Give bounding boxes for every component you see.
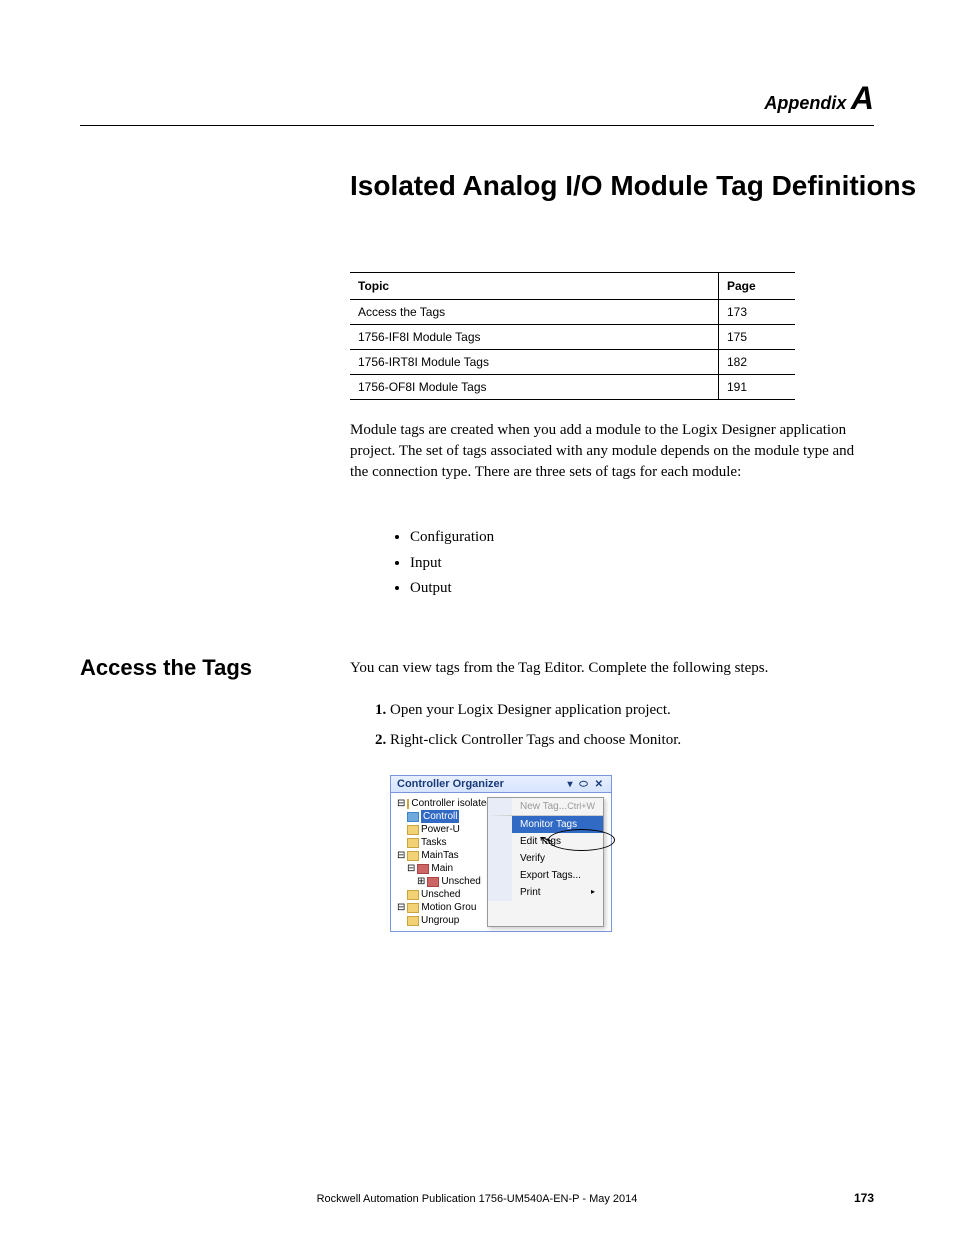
tree-item: ⊟ MainTas (397, 849, 487, 862)
table-cell-page: 182 (719, 350, 796, 375)
bullet-list: Configuration Input Output (390, 525, 494, 602)
bullet-item: Configuration (410, 525, 494, 551)
topic-table: Topic Page Access the Tags 173 1756-IF8I… (350, 272, 795, 400)
table-cell-topic: Access the Tags (350, 300, 719, 325)
menu-item-export-tags: Export Tags... (488, 867, 603, 884)
table-row: 1756-IRT8I Module Tags 182 (350, 350, 795, 375)
menu-label: Monitor Tags (520, 819, 577, 830)
folder-icon (407, 799, 409, 809)
tree-label: Main (431, 862, 453, 875)
tree-item: Ungroup (397, 914, 487, 927)
intro-paragraph: Module tags are created when you add a m… (350, 420, 870, 483)
page-title: Isolated Analog I/O Module Tag Definitio… (350, 170, 916, 202)
menu-item-monitor-tags: Monitor Tags (488, 816, 603, 833)
appendix-header: Appendix A (764, 80, 874, 117)
tree-item: Controll (397, 810, 487, 823)
menu-shortcut: Ctrl+W (567, 801, 595, 811)
controller-organizer-screenshot: Controller Organizer ▾ ⬭ ✕ ⊟ Controller … (390, 775, 612, 932)
tree-item: Power-U (397, 823, 487, 836)
section-paragraph: You can view tags from the Tag Editor. C… (350, 658, 870, 679)
tree-item: Unsched (397, 888, 487, 901)
tree-label: Unsched (441, 875, 480, 888)
tree-label: Ungroup (421, 914, 459, 927)
folder-icon (407, 916, 419, 926)
menu-item-new-tag: New Tag... Ctrl+W (488, 798, 603, 816)
tree-item: ⊞ Unsched (397, 875, 487, 888)
menu-item-edit-tags: Edit Tags (488, 833, 603, 850)
folder-icon (417, 864, 429, 874)
step-item: Open your Logix Designer application pro… (390, 695, 681, 725)
screenshot-titlebar: Controller Organizer ▾ ⬭ ✕ (391, 776, 611, 793)
folder-icon (407, 812, 419, 822)
table-cell-topic: 1756-IRT8I Module Tags (350, 350, 719, 375)
menu-item-print: Print (488, 884, 603, 901)
tree-panel: ⊟ Controller isolated_analog_IO_modules … (397, 797, 487, 927)
bullet-item: Input (410, 551, 494, 577)
folder-icon (407, 890, 419, 900)
footer-text: Rockwell Automation Publication 1756-UM5… (0, 1193, 954, 1205)
folder-icon (407, 825, 419, 835)
tree-label: Power-U (421, 823, 460, 836)
tree-selected-label: Controll (421, 810, 459, 823)
context-menu: New Tag... Ctrl+W Monitor Tags Edit Tags… (487, 797, 604, 927)
table-cell-topic: 1756-IF8I Module Tags (350, 325, 719, 350)
table-cell-page: 173 (719, 300, 796, 325)
folder-icon (407, 838, 419, 848)
tree-item: ⊟ Motion Grou (397, 901, 487, 914)
tree-root: ⊟ Controller isolated_analog_IO_modules (397, 797, 487, 810)
table-header-topic: Topic (350, 273, 719, 300)
tree-label: Motion Grou (421, 901, 476, 914)
table-cell-page: 175 (719, 325, 796, 350)
tree-label: Tasks (421, 836, 447, 849)
tree-label: MainTas (421, 849, 458, 862)
table-row: 1756-IF8I Module Tags 175 (350, 325, 795, 350)
menu-item-verify: Verify (488, 850, 603, 867)
table-row: Access the Tags 173 (350, 300, 795, 325)
table-cell-page: 191 (719, 375, 796, 400)
step-item: Right-click Controller Tags and choose M… (390, 725, 681, 755)
table-cell-topic: 1756-OF8I Module Tags (350, 375, 719, 400)
header-rule (80, 125, 874, 126)
section-heading: Access the Tags (80, 655, 252, 681)
tree-item: ⊟ Main (397, 862, 487, 875)
folder-icon (407, 851, 419, 861)
page-number: 173 (854, 1191, 874, 1205)
tree-root-label: Controller isolated_analog_IO_modules (411, 797, 487, 810)
folder-icon (407, 903, 419, 913)
screenshot-title: Controller Organizer (397, 778, 504, 790)
numbered-steps: Open your Logix Designer application pro… (370, 695, 681, 755)
tree-item: Tasks (397, 836, 487, 849)
folder-icon (427, 877, 439, 887)
table-row: 1756-OF8I Module Tags 191 (350, 375, 795, 400)
appendix-letter: A (851, 80, 874, 116)
screenshot-body: ⊟ Controller isolated_analog_IO_modules … (391, 793, 611, 931)
tree-label: Unsched (421, 888, 460, 901)
table-header-page: Page (719, 273, 796, 300)
titlebar-controls: ▾ ⬭ ✕ (568, 779, 606, 790)
bullet-item: Output (410, 576, 494, 602)
appendix-text: Appendix (764, 93, 846, 113)
menu-label: New Tag... (520, 801, 567, 812)
